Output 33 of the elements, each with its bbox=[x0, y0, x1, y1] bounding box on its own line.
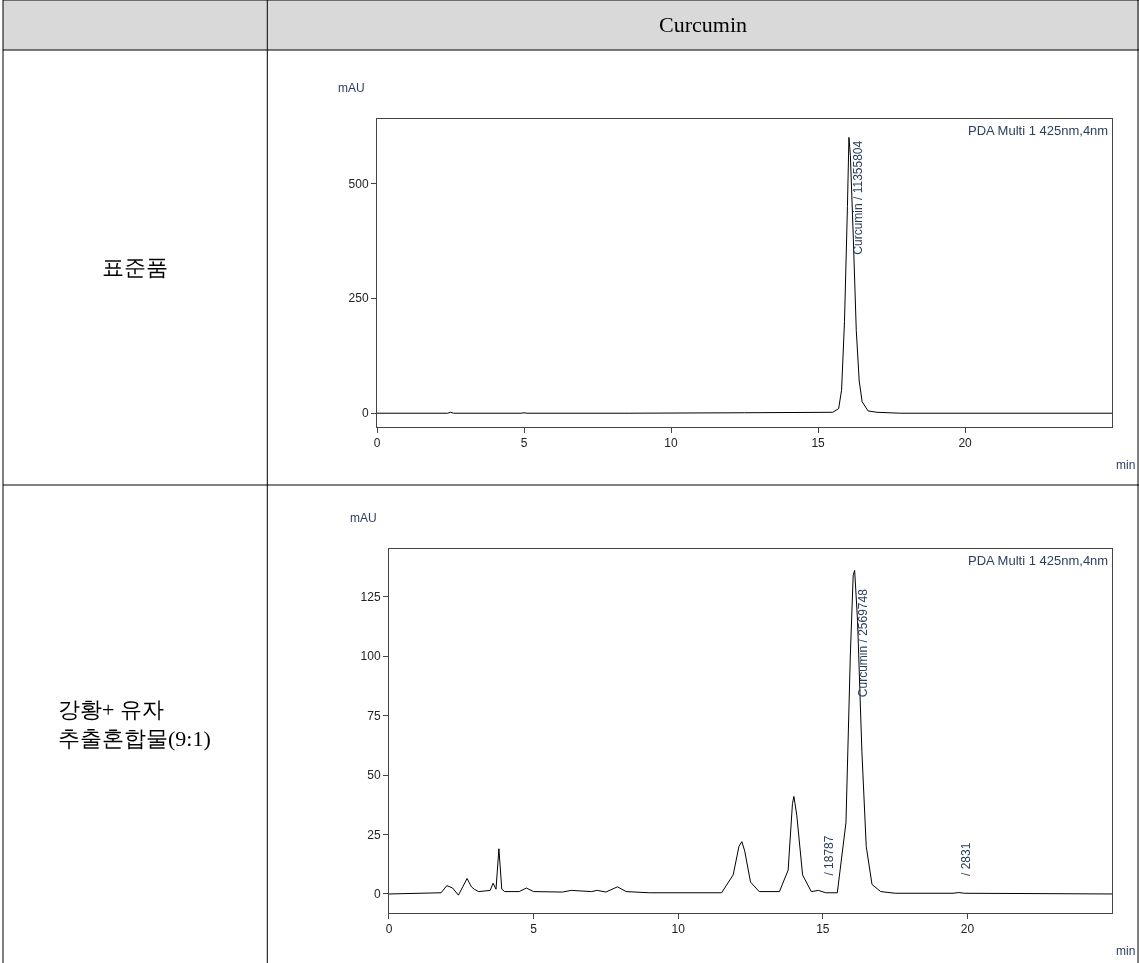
x-tick-label: 5 bbox=[530, 922, 538, 937]
x-tick-label: 20 bbox=[960, 922, 975, 937]
x-tick-label: 15 bbox=[811, 436, 826, 451]
annotation: Curcumin / 11355804 bbox=[850, 140, 865, 255]
y-tick-label: 500 bbox=[348, 176, 369, 191]
x-tick-label: 15 bbox=[816, 922, 830, 937]
y-axis-title: mAU bbox=[338, 81, 365, 95]
text: 표준품 bbox=[102, 255, 168, 280]
y-tick-label: 100 bbox=[360, 649, 381, 664]
y-tick-label: 0 bbox=[373, 887, 381, 902]
text: 강황+ 유자 추출혼합물(9:1) bbox=[58, 697, 211, 751]
annotation: / 18787 bbox=[821, 835, 836, 876]
y-tick-label: 75 bbox=[367, 708, 381, 723]
annotation: PDA Multi 1 425nm,4nm bbox=[968, 553, 1109, 568]
y-tick-label: 250 bbox=[348, 291, 369, 306]
y-axis-title: mAU bbox=[350, 511, 377, 525]
x-axis-title: min bbox=[1116, 458, 1136, 472]
y-tick-label: 0 bbox=[361, 406, 369, 421]
x-axis-title: min bbox=[1116, 944, 1136, 958]
y-tick-label: 50 bbox=[367, 768, 381, 783]
annotation: Curcumin / 2569748 bbox=[856, 588, 871, 698]
x-tick-label: 10 bbox=[664, 436, 679, 451]
chart-title: Curcumin bbox=[659, 12, 747, 37]
x-tick-label: 20 bbox=[958, 436, 973, 451]
y-tick-label: 25 bbox=[367, 827, 381, 842]
x-tick-label: 0 bbox=[385, 922, 393, 937]
line-series bbox=[377, 136, 1113, 414]
x-tick-label: 5 bbox=[520, 436, 528, 451]
annotation: PDA Multi 1 425nm,4nm bbox=[968, 123, 1109, 138]
annotation: / 2831 bbox=[959, 842, 974, 877]
x-tick-label: 10 bbox=[671, 922, 686, 937]
line-series bbox=[388, 569, 1113, 896]
y-tick-label: 125 bbox=[360, 589, 381, 604]
